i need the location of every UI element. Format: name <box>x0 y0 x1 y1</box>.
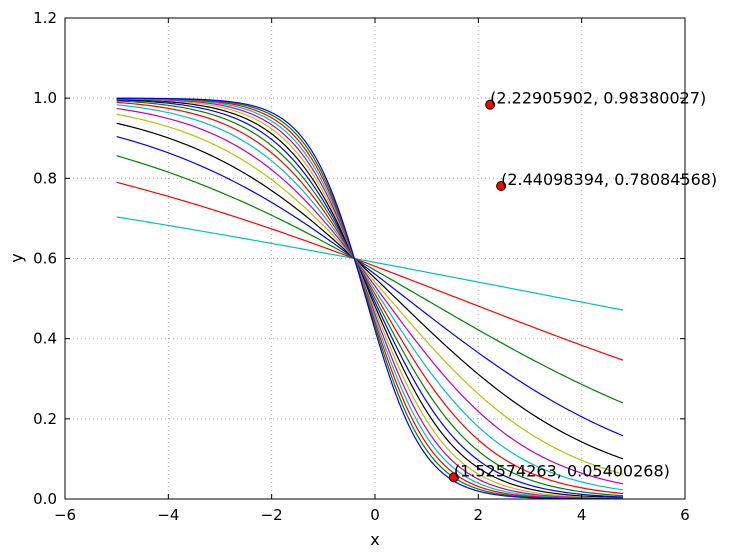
point-annotation: (2.44098394, 0.78084568) <box>501 170 717 189</box>
y-tick-label: 0.6 <box>33 250 57 268</box>
series-line <box>116 99 624 498</box>
y-tick-label: 0.2 <box>33 410 57 428</box>
x-tick-label: −2 <box>261 506 283 524</box>
ticks: −6 −4 −2 0 2 4 6 0.0 0.2 0.4 0.6 0.8 1.0 1.2 <box>33 9 690 524</box>
y-tick-label: 0.8 <box>33 169 57 187</box>
series-line <box>116 97 624 500</box>
series-line <box>116 98 624 499</box>
x-tick-label: −4 <box>157 506 179 524</box>
x-axis-label: x <box>370 530 379 549</box>
y-axis-label: y <box>7 253 26 262</box>
series-line <box>116 155 624 404</box>
annotated-point <box>485 99 496 110</box>
y-tick-label: 0.0 <box>33 490 57 508</box>
series-line <box>116 101 624 495</box>
series-line <box>116 122 624 460</box>
series-line <box>116 107 624 485</box>
series-line <box>116 104 624 491</box>
y-tick-label: 1.2 <box>33 9 57 27</box>
series-line <box>116 98 624 499</box>
x-tick-label: 2 <box>474 506 484 524</box>
x-tick-label: 4 <box>577 506 587 524</box>
x-tick-label: 0 <box>370 506 380 524</box>
y-tick-label: 1.0 <box>33 89 57 107</box>
series-group <box>116 97 624 500</box>
point-annotation: (1.52574263, 0.05400268) <box>454 461 670 480</box>
series-line <box>116 216 624 311</box>
annotated-point <box>448 472 459 483</box>
series-line <box>116 113 624 475</box>
x-tick-label: 6 <box>680 506 690 524</box>
point-annotation: (2.22905902, 0.98380027) <box>490 89 706 108</box>
annotated-point <box>496 181 507 192</box>
series-line <box>116 97 624 500</box>
points-group: (2.22905902, 0.98380027) (2.44098394, 0.7… <box>448 89 717 483</box>
series-line <box>116 181 624 361</box>
series-line <box>116 135 624 437</box>
series-line <box>116 97 624 500</box>
series-line <box>116 100 624 497</box>
x-tick-label: −6 <box>54 506 76 524</box>
y-tick-label: 0.4 <box>33 330 57 348</box>
